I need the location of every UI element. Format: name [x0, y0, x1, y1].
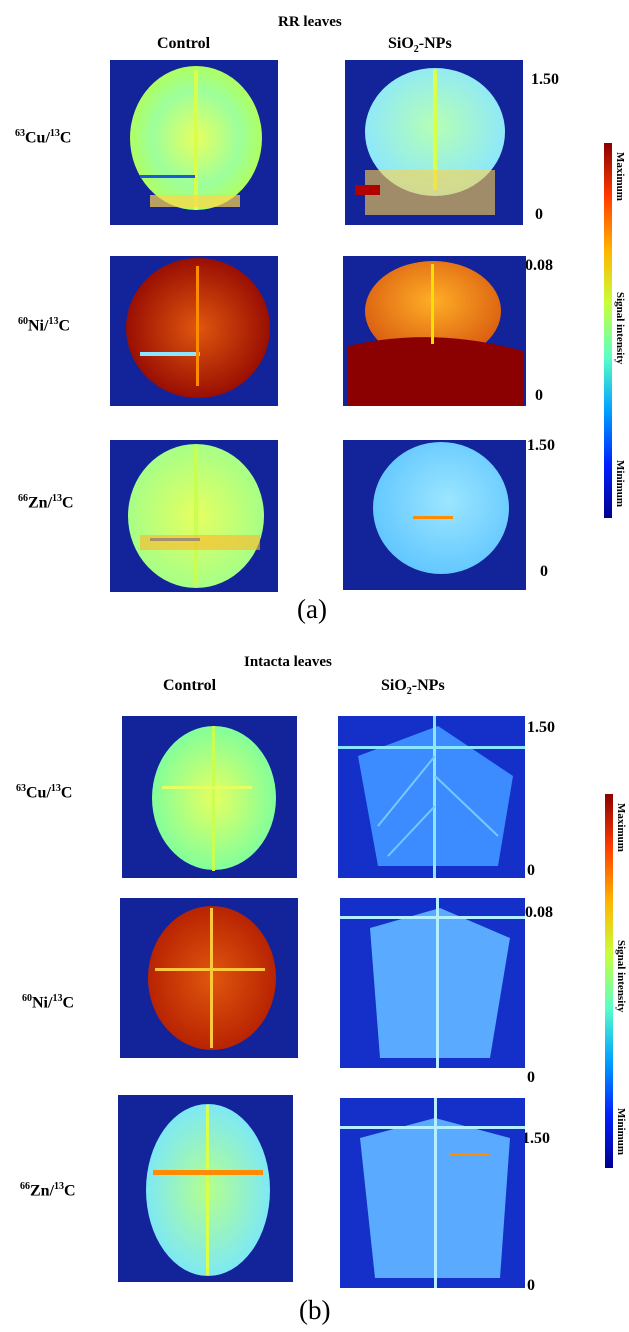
panel-b-map-sio2-cu	[338, 716, 525, 878]
panel-a-col-sio2: SiO2-NPs	[388, 35, 452, 56]
panel-a-zn-max: 1.50	[527, 437, 555, 454]
panel-a-map-sio2-ni	[343, 256, 526, 406]
panel-a-map-control-zn	[110, 440, 278, 592]
panel-b-colorbar-max-label: Maximum	[615, 803, 627, 852]
panel-a-cu-min: 0	[535, 206, 543, 223]
panel-b-map-sio2-ni	[340, 898, 525, 1068]
panel-a-colorbar	[604, 143, 612, 518]
panel-a-col-control: Control	[157, 35, 211, 52]
panel-a-colorbar-min-label: Minimum	[614, 460, 626, 508]
panel-a-map-control-ni	[110, 256, 278, 406]
panel-a-title: RR leaves	[278, 14, 342, 30]
panel-b-row-label-ni: 60Ni/13C	[22, 993, 75, 1012]
panel-a-label: (a)	[297, 594, 327, 624]
panel-b-map-control-zn	[118, 1095, 293, 1282]
panel-a-cu-max: 1.50	[531, 71, 559, 88]
panel-a-colorbar-mid-label: Signal intensity	[614, 292, 626, 365]
panel-a-map-sio2-cu	[345, 60, 523, 225]
panel-b-colorbar	[605, 794, 613, 1168]
panel-a-colorbar-max-label: Maximum	[614, 152, 626, 201]
panel-b-ni-min: 0	[527, 1069, 535, 1086]
panel-a-map-sio2-zn	[343, 440, 526, 590]
panel-a-row-label-zn: 66Zn/13C	[18, 493, 74, 512]
panel-a-ni-min: 0	[535, 387, 543, 404]
panel-b-col-control: Control	[163, 677, 217, 694]
panel-b-ni-max: 0.08	[525, 904, 553, 921]
panel-a-ni-max: 0.08	[525, 257, 553, 274]
panel-b-cu-max: 1.50	[527, 719, 555, 736]
panel-b-row-label-cu: 63Cu/13C	[16, 783, 73, 802]
panel-a-zn-min: 0	[540, 563, 548, 580]
panel-b-cu-min: 0	[527, 862, 535, 879]
panel-a-row-label-cu: 63Cu/13C	[15, 128, 72, 147]
panel-b-label: (b)	[299, 1295, 331, 1325]
panel-b-colorbar-min-label: Minimum	[615, 1108, 627, 1156]
panel-b-row-label-zn: 66Zn/13C	[20, 1181, 76, 1200]
panel-b-zn-min: 0	[527, 1277, 535, 1294]
panel-a-map-control-cu	[110, 60, 278, 225]
panel-b-map-sio2-zn	[340, 1098, 525, 1288]
panel-b-map-control-cu	[122, 716, 297, 878]
panel-b-col-sio2: SiO2-NPs	[381, 677, 445, 698]
panel-a-row-label-ni: 60Ni/13C	[18, 316, 71, 335]
panel-b-title: Intacta leaves	[244, 654, 332, 670]
panel-b-map-control-ni	[120, 898, 298, 1058]
panel-b-zn-max: 1.50	[522, 1130, 550, 1147]
panel-b-colorbar-mid-label: Signal intensity	[615, 940, 627, 1013]
